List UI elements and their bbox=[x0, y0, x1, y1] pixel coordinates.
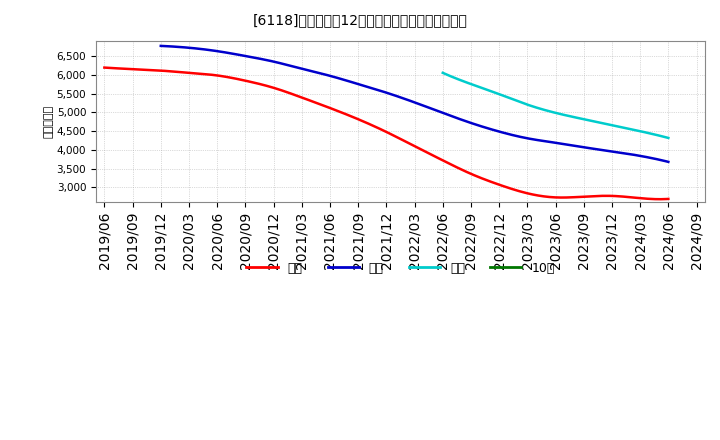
Y-axis label: （百万円）: （百万円） bbox=[44, 105, 54, 139]
Text: [6118]　経常利益12か月移動合計の平均値の推移: [6118] 経常利益12か月移動合計の平均値の推移 bbox=[253, 13, 467, 27]
Legend: ３年, ５年, ７年, 10年: ３年, ５年, ７年, 10年 bbox=[241, 257, 559, 280]
